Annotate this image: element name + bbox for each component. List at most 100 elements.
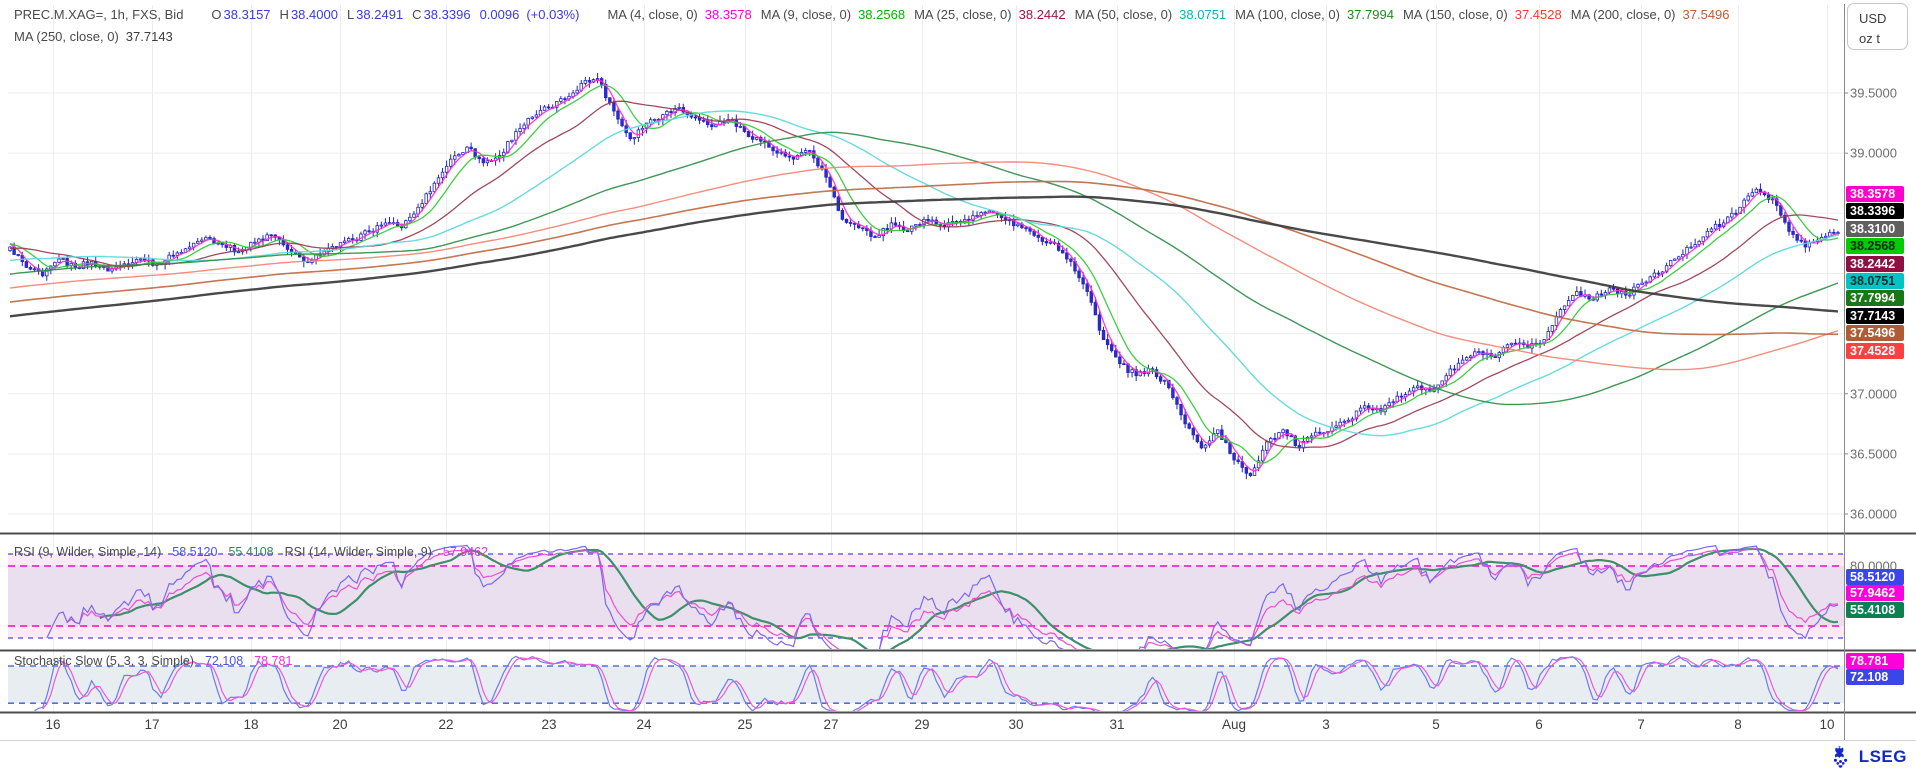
price-tick-label: 39.0000: [1850, 145, 1897, 161]
stoch-legend-part: 78.781: [254, 654, 293, 668]
ma-legend-value: 37.5496: [1682, 7, 1730, 22]
price-label-box: 38.2568: [1846, 238, 1904, 255]
ma-legend-group: MA (4, close, 0) 38.3578 MA (9, close, 0) 3…: [607, 7, 1729, 22]
x-axis-day-label: 6: [1535, 717, 1543, 732]
ohlc-value: 38.3396: [423, 7, 471, 22]
x-axis-day-label: 25: [737, 717, 753, 732]
ma-legend-value: 38.0751: [1179, 7, 1227, 22]
legend-row-2: MA (250, close, 0) 37.7143: [14, 29, 173, 44]
change-value: 0.0096: [479, 7, 520, 22]
ma250-legend-value: 37.7143: [125, 29, 173, 44]
ma-legend-value: 38.2568: [858, 7, 906, 22]
change-entry: 0.0096 (+0.03%): [480, 7, 580, 22]
ohlc-key: O: [211, 7, 222, 22]
x-axis-day-label: 22: [438, 717, 454, 732]
unit-currency: USD: [1859, 11, 1887, 26]
rsi-label-box: 58.5120: [1846, 568, 1904, 585]
ma-legend-value: 38.3578: [704, 7, 752, 22]
stoch-legend: Stochastic Slow (5, 3, 3, Simple) 72.108 7…: [14, 654, 292, 668]
x-axis-day-label: 8: [1734, 717, 1742, 732]
x-axis-day-label: 18: [243, 717, 259, 732]
ma-legend-label: MA (50, close, 0): [1074, 7, 1173, 22]
lseg-logo-icon: [1828, 744, 1853, 769]
unit-measure: oz t: [1859, 31, 1880, 46]
price-label-box: 38.2442: [1846, 255, 1904, 272]
ohlc-value: 38.3157: [223, 7, 271, 22]
ma-legend-entry[interactable]: MA (50, close, 0) 38.0751: [1075, 7, 1227, 22]
lseg-footer: LSEG: [1828, 744, 1907, 769]
legend-row-1: PREC.M.XAG=, 1h, FXS, Bid O 38.3157 H 38.40…: [14, 7, 1730, 22]
price-label-box: 38.3578: [1846, 185, 1904, 202]
ohlc-entry: L 38.2491: [347, 7, 403, 22]
price-label-box: 38.3100: [1846, 220, 1904, 237]
rsi-legend-part: 55.4108: [228, 545, 274, 559]
rsi-legend-part: RSI (9, Wilder, Simple, 14): [14, 545, 162, 559]
rsi-legend: RSI (9, Wilder, Simple, 14) 58.5120 55.410…: [14, 545, 488, 559]
ohlc-group: O 38.3157 H 38.4000 L 38.2491 C 38.3396 0.0096 (+…: [211, 7, 579, 22]
ma-legend-label: MA (25, close, 0): [914, 7, 1012, 22]
stoch-label-box: 72.108: [1846, 669, 1904, 686]
price-tick-label: 37.0000: [1850, 386, 1897, 402]
price-tick-label: 39.5000: [1850, 85, 1897, 101]
x-axis-day-label: 7: [1637, 717, 1645, 732]
ma-legend-entry[interactable]: MA (150, close, 0) 37.4528: [1403, 7, 1562, 22]
ma-legend-entry[interactable]: MA (100, close, 0) 37.7994: [1235, 7, 1394, 22]
stoch-legend-part: Stochastic Slow (5, 3, 3, Simple): [14, 654, 194, 668]
ma-legend-label: MA (100, close, 0): [1235, 7, 1340, 22]
ma250-legend-entry[interactable]: MA (250, close, 0) 37.7143: [14, 29, 173, 44]
x-axis-day-label: Aug: [1221, 717, 1247, 732]
price-label-box: 38.3396: [1846, 203, 1904, 220]
price-tick-label: 36.5000: [1850, 446, 1897, 462]
ohlc-key: C: [412, 7, 422, 22]
x-axis-day-label: 5: [1432, 717, 1440, 732]
x-axis-day-label: 10: [1819, 717, 1835, 732]
price-label-box: 37.7143: [1846, 307, 1904, 324]
ohlc-value: 38.2491: [356, 7, 404, 22]
x-axis-day-label: 29: [914, 717, 930, 732]
x-axis-day-label: 3: [1322, 717, 1330, 732]
ma-legend-label: MA (9, close, 0): [760, 7, 852, 22]
ma-legend-label: MA (150, close, 0): [1402, 7, 1508, 22]
x-axis-day-label: 31: [1109, 717, 1125, 732]
change-pct: (+0.03%): [526, 7, 580, 22]
x-axis-day-label: 30: [1008, 717, 1024, 732]
ohlc-key: L: [346, 7, 355, 22]
ma-legend-label: MA (200, close, 0): [1570, 7, 1676, 22]
x-axis-day-label: 27: [823, 717, 839, 732]
unit-card[interactable]: USD oz t: [1847, 3, 1908, 50]
x-axis-day-label: 23: [541, 717, 557, 732]
ma250-legend-label: MA (250, close, 0): [14, 29, 119, 44]
ma-legend-label: MA (4, close, 0): [607, 7, 698, 22]
ohlc-value: 38.4000: [290, 7, 338, 22]
rsi-legend-part: 58.5120: [172, 545, 218, 559]
stoch-label-box: 78.781: [1846, 652, 1904, 669]
x-axis-day-label: 16: [45, 717, 61, 732]
rsi-label-box: 57.9462: [1846, 585, 1904, 602]
ma-legend-value: 37.4528: [1514, 7, 1562, 22]
instrument-title: PREC.M.XAG=, 1h, FXS, Bid: [14, 7, 184, 22]
stoch-legend-part: 72.108: [204, 654, 244, 668]
ma-legend-value: 37.7994: [1346, 7, 1394, 22]
ohlc-entry: H 38.4000: [280, 7, 338, 22]
ma-legend-entry[interactable]: MA (4, close, 0) 38.3578: [607, 7, 751, 22]
ohlc-entry: O 38.3157: [211, 7, 270, 22]
price-label-box: 37.7994: [1846, 290, 1904, 307]
ohlc-key: H: [279, 7, 289, 22]
lseg-logo-text: LSEG: [1858, 746, 1907, 766]
ma-legend-entry[interactable]: MA (25, close, 0) 38.2442: [914, 7, 1066, 22]
x-axis-day-label: 17: [144, 717, 160, 732]
ohlc-entry: C 38.3396: [412, 7, 470, 22]
x-axis-day-label: 20: [332, 717, 348, 732]
ma-legend-value: 38.2442: [1018, 7, 1066, 22]
x-axis-day-label: 24: [636, 717, 652, 732]
price-label-box: 38.0751: [1846, 272, 1904, 289]
price-label-box: 37.4528: [1846, 342, 1904, 359]
rsi-legend-part: RSI (14, Wilder, Simple, 9): [284, 545, 432, 559]
ma-legend-entry[interactable]: MA (200, close, 0) 37.5496: [1571, 7, 1730, 22]
rsi-label-box: 55.4108: [1846, 601, 1904, 618]
rsi-legend-part: 57.9462: [442, 545, 489, 559]
price-tick-label: 36.0000: [1850, 506, 1897, 522]
ma-legend-entry[interactable]: MA (9, close, 0) 38.2568: [761, 7, 905, 22]
